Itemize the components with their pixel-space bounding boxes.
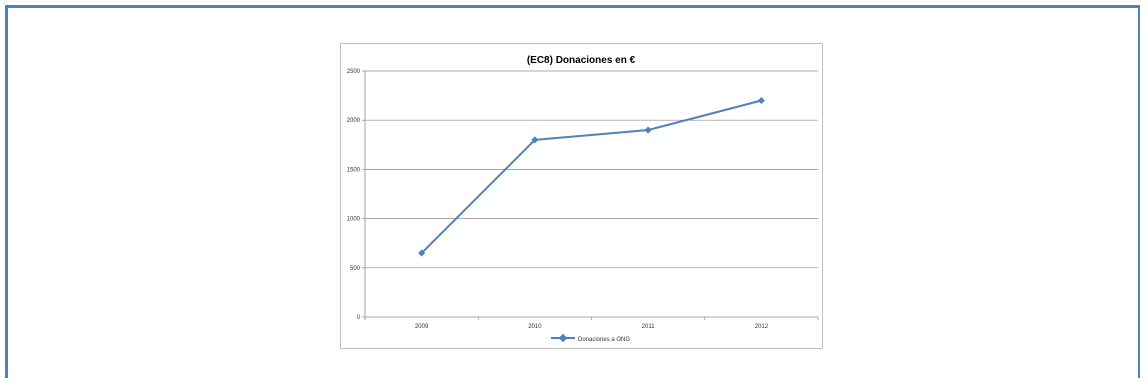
data-point (418, 249, 426, 257)
y-axis: 0 500 1000 1500 2000 2500 (347, 69, 366, 321)
x-tick-label: 2009 (415, 324, 429, 330)
x-tick-label: 2012 (755, 324, 769, 330)
y-tick-label: 1000 (347, 217, 361, 223)
y-tick-label: 2000 (347, 118, 361, 124)
y-tick-label: 1500 (347, 167, 361, 173)
page-frame (5, 5, 1140, 378)
x-axis: 2009 2010 2011 2012 (364, 316, 819, 330)
x-tick-label: 2011 (642, 324, 656, 330)
gridlines (365, 70, 818, 269)
y-tick-label: 500 (350, 266, 361, 272)
legend: Donaciones a ONG (551, 333, 630, 343)
legend-label: Donaciones a ONG (578, 337, 630, 343)
chart-container: (EC8) Donaciones en € 0 500 1000 1500 2000 25… (340, 43, 823, 349)
data-point (644, 126, 652, 134)
x-tick-label: 2010 (528, 324, 542, 330)
y-tick-label: 0 (357, 315, 361, 321)
legend-marker (558, 333, 568, 343)
series-group (418, 96, 765, 257)
data-point (757, 96, 765, 105)
chart-title: (EC8) Donaciones en € (527, 55, 636, 66)
line-chart: (EC8) Donaciones en € 0 500 1000 1500 2000 25… (347, 55, 819, 343)
data-point (531, 136, 539, 144)
series-line (420, 99, 762, 254)
y-tick-label: 2500 (347, 69, 361, 75)
